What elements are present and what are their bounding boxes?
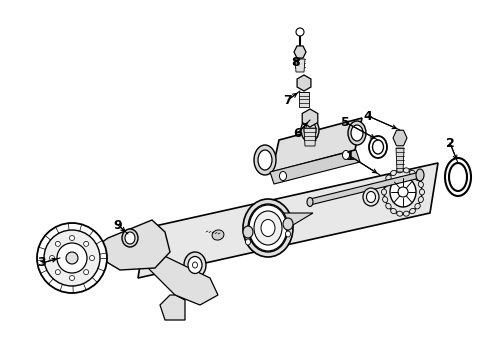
Ellipse shape xyxy=(362,188,378,206)
Polygon shape xyxy=(309,172,419,205)
Ellipse shape xyxy=(122,229,138,247)
Text: 4: 4 xyxy=(363,109,372,122)
Ellipse shape xyxy=(381,189,386,195)
Ellipse shape xyxy=(125,232,135,244)
Ellipse shape xyxy=(192,262,197,268)
Text: 7: 7 xyxy=(283,94,292,107)
Ellipse shape xyxy=(258,150,271,170)
Ellipse shape xyxy=(306,198,312,207)
Ellipse shape xyxy=(390,208,396,214)
Ellipse shape xyxy=(403,168,408,173)
Ellipse shape xyxy=(350,125,362,141)
Circle shape xyxy=(37,223,107,293)
Ellipse shape xyxy=(368,136,386,158)
Ellipse shape xyxy=(366,192,375,202)
Polygon shape xyxy=(298,92,308,107)
Circle shape xyxy=(89,256,94,261)
Polygon shape xyxy=(98,220,170,270)
Circle shape xyxy=(55,241,60,246)
Polygon shape xyxy=(293,46,305,58)
Polygon shape xyxy=(138,163,437,278)
Ellipse shape xyxy=(304,122,315,138)
Circle shape xyxy=(295,28,304,36)
Ellipse shape xyxy=(409,208,414,214)
Ellipse shape xyxy=(414,175,419,181)
Polygon shape xyxy=(304,128,315,146)
Ellipse shape xyxy=(419,189,424,195)
Ellipse shape xyxy=(383,170,421,214)
Text: 9: 9 xyxy=(113,219,122,231)
Ellipse shape xyxy=(285,231,290,237)
Circle shape xyxy=(66,252,78,264)
Ellipse shape xyxy=(279,171,286,180)
Circle shape xyxy=(69,235,74,240)
Ellipse shape xyxy=(183,252,205,278)
Ellipse shape xyxy=(390,170,396,176)
Ellipse shape xyxy=(382,197,387,202)
Ellipse shape xyxy=(389,177,415,207)
Circle shape xyxy=(397,187,407,197)
Text: 5: 5 xyxy=(340,116,348,129)
Polygon shape xyxy=(297,75,310,91)
Ellipse shape xyxy=(396,168,402,173)
Circle shape xyxy=(49,256,54,261)
Ellipse shape xyxy=(247,204,287,252)
Ellipse shape xyxy=(385,203,390,209)
Ellipse shape xyxy=(409,170,414,176)
Circle shape xyxy=(83,241,88,246)
Ellipse shape xyxy=(245,239,250,245)
Ellipse shape xyxy=(301,118,318,142)
Ellipse shape xyxy=(243,226,252,238)
Text: 3: 3 xyxy=(38,256,46,270)
Ellipse shape xyxy=(187,256,202,274)
Ellipse shape xyxy=(385,175,390,181)
Ellipse shape xyxy=(212,230,224,240)
Polygon shape xyxy=(294,59,305,72)
Circle shape xyxy=(83,270,88,275)
Ellipse shape xyxy=(417,181,423,188)
Ellipse shape xyxy=(283,218,292,230)
Circle shape xyxy=(57,243,87,273)
Ellipse shape xyxy=(414,203,419,209)
Ellipse shape xyxy=(403,211,408,216)
Ellipse shape xyxy=(382,181,387,188)
Ellipse shape xyxy=(261,220,274,237)
Polygon shape xyxy=(145,250,218,305)
Polygon shape xyxy=(247,213,312,228)
Ellipse shape xyxy=(448,163,466,191)
Polygon shape xyxy=(269,150,359,184)
Ellipse shape xyxy=(243,199,292,257)
Ellipse shape xyxy=(248,205,286,251)
Ellipse shape xyxy=(342,150,349,159)
Text: 8: 8 xyxy=(291,55,300,68)
Circle shape xyxy=(69,275,74,280)
Circle shape xyxy=(44,230,100,286)
Polygon shape xyxy=(160,295,184,320)
Text: 1: 1 xyxy=(345,149,354,162)
Ellipse shape xyxy=(347,121,365,145)
Text: 2: 2 xyxy=(445,136,453,149)
Ellipse shape xyxy=(253,145,275,175)
Ellipse shape xyxy=(444,158,470,196)
Circle shape xyxy=(55,270,60,275)
Ellipse shape xyxy=(396,211,402,216)
Polygon shape xyxy=(271,118,361,172)
Polygon shape xyxy=(395,148,403,172)
Text: 6: 6 xyxy=(293,126,302,140)
Ellipse shape xyxy=(417,197,423,202)
Polygon shape xyxy=(302,109,317,127)
Ellipse shape xyxy=(372,140,383,154)
Ellipse shape xyxy=(415,169,423,181)
Ellipse shape xyxy=(253,211,282,245)
Polygon shape xyxy=(392,130,406,146)
